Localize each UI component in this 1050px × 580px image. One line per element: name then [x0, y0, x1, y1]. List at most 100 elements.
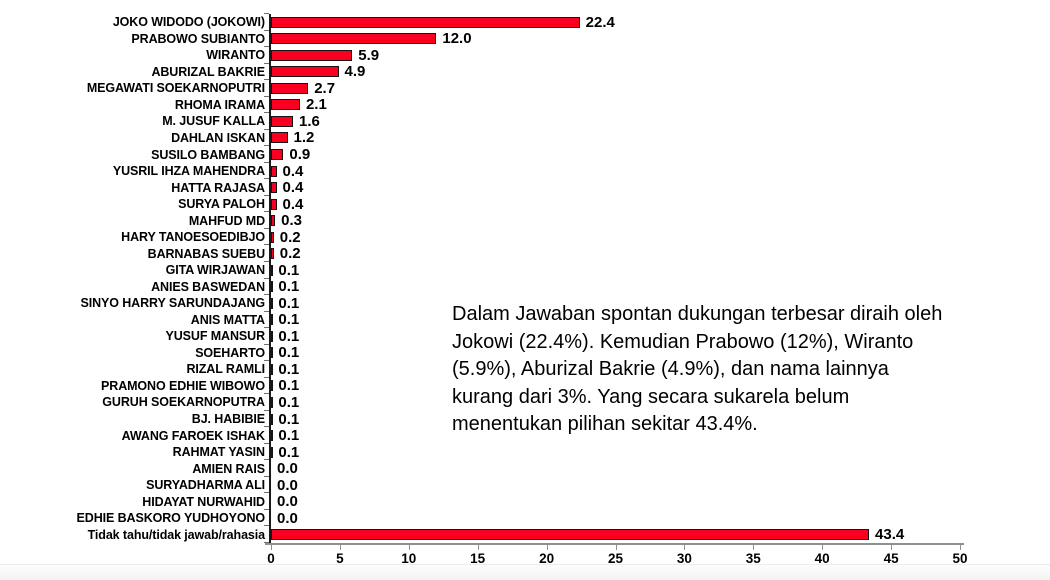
category-label: WIRANTO — [206, 48, 265, 63]
category-label: MEGAWATI SOEKARNOPUTRI — [86, 81, 265, 96]
value-label: 0.9 — [289, 146, 311, 164]
category-label: RIZAL RAMLI — [186, 362, 265, 377]
category-label: SOEHARTO — [195, 345, 265, 360]
chart-row: 0.1 — [264, 310, 960, 329]
chart-row: 0.1 — [264, 409, 960, 428]
value-axis-tick-label: 35 — [745, 551, 761, 566]
value-axis-tick — [684, 545, 686, 550]
category-axis-tick — [264, 29, 269, 31]
bar — [271, 264, 273, 276]
value-axis-tick-label: 20 — [539, 551, 555, 566]
chart-row: 0.0 — [264, 459, 960, 477]
bar — [271, 49, 353, 61]
chart-row: 1.2 — [264, 128, 960, 147]
value-label: 43.4 — [875, 526, 905, 544]
category-label: ANIES BASWEDAN — [151, 279, 265, 294]
bar — [271, 231, 274, 243]
value-axis-tick — [339, 545, 341, 550]
bar — [271, 82, 309, 94]
value-label: 0.1 — [278, 443, 300, 461]
category-label: GURUH SOEKARNOPUTRA — [102, 395, 265, 410]
value-label: 12.0 — [442, 30, 472, 48]
chart-row: 0.2 — [264, 244, 960, 262]
value-axis-tick — [546, 545, 548, 550]
category-axis-tick — [264, 327, 269, 329]
category-axis-tick — [264, 525, 269, 527]
value-label: 0.1 — [278, 410, 300, 428]
bar — [271, 363, 273, 375]
value-label: 2.7 — [314, 79, 336, 97]
value-axis-tick — [477, 545, 479, 550]
chart-row: 0.4 — [264, 194, 960, 213]
category-label: YUSRIL IHZA MAHENDRA — [112, 164, 265, 179]
category-axis-tick — [264, 542, 269, 543]
category-label: HATTA RAJASA — [171, 180, 265, 195]
category-label: AWANG FAROEK ISHAK — [121, 428, 265, 443]
category-axis-tick — [264, 360, 269, 362]
value-label: 1.6 — [299, 112, 320, 130]
category-label: SUSILO BAMBANG — [151, 147, 265, 162]
category-label: ANIS MATTA — [190, 312, 265, 327]
bar — [271, 380, 273, 392]
chart-row: 0.2 — [264, 227, 960, 246]
category-label: BJ. HABIBIE — [191, 412, 265, 427]
category-label: SURYA PALOH — [178, 197, 265, 212]
bar — [271, 446, 273, 458]
value-axis-tick — [891, 545, 893, 550]
category-axis-tick — [264, 128, 269, 130]
category-label: SINYO HARRY SARUNDAJANG — [80, 296, 265, 311]
category-axis-tick — [264, 294, 269, 296]
category-axis-tick — [264, 244, 269, 246]
value-label: 0.4 — [282, 179, 304, 197]
bar — [271, 99, 300, 111]
value-axis-tick-label: 10 — [401, 551, 417, 566]
category-axis-tick — [264, 426, 269, 428]
bar — [271, 430, 273, 442]
value-axis-tick — [960, 545, 961, 550]
chart-row: 0.9 — [264, 145, 960, 164]
bar — [271, 281, 273, 293]
chart-row: 2.1 — [264, 95, 960, 114]
chart-row: 1.6 — [264, 112, 960, 130]
chart-row: 0.1 — [264, 343, 960, 362]
category-axis-tick — [264, 277, 269, 279]
value-label: 0.1 — [278, 344, 300, 362]
category-axis-tick — [264, 211, 269, 213]
value-label: 0.1 — [278, 377, 300, 395]
value-axis-tick — [753, 545, 755, 550]
chart-row: 0.1 — [264, 294, 960, 312]
value-label: 0.2 — [279, 228, 301, 246]
value-label: 1.2 — [293, 129, 315, 147]
category-label: Tidak tahu/tidak jawab/rahasia — [87, 527, 265, 542]
bar — [271, 16, 580, 28]
chart-row: 22.4 — [264, 13, 960, 31]
value-label: 0.1 — [278, 393, 300, 411]
category-axis-tick — [264, 227, 269, 229]
value-axis-tick-label: 40 — [814, 551, 830, 566]
value-label: 0.0 — [277, 509, 298, 527]
bar — [271, 33, 437, 45]
chart-row: 0.0 — [264, 475, 960, 494]
category-axis-tick — [264, 178, 269, 180]
bar — [271, 149, 284, 161]
value-axis-line — [265, 543, 964, 545]
category-label: RAHMAT YASIN — [172, 445, 265, 460]
value-axis: 0 5 10 15 20 25 30 35 40 45 50 — [0, 543, 1050, 580]
bar — [271, 66, 339, 78]
category-label: HARY TANOESOEDIBJO — [121, 230, 265, 245]
category-axis-tick — [264, 13, 269, 14]
chart-row: 0.3 — [264, 211, 960, 229]
category-axis-tick — [264, 145, 269, 147]
category-axis-tick — [264, 62, 269, 64]
value-label: 22.4 — [585, 13, 615, 31]
category-label: RHOMA IRAMA — [174, 97, 265, 112]
chart-row: 4.9 — [264, 62, 960, 81]
category-axis-line — [269, 14, 271, 543]
bar — [271, 182, 277, 194]
value-label: 0.1 — [278, 261, 300, 279]
category-axis-labels: JOKO WIDODO (JOKOWI) PRABOWO SUBIANTO WIRA… — [0, 14, 266, 543]
category-label: DAHLAN ISKAN — [171, 130, 265, 145]
value-label: 0.1 — [278, 294, 300, 312]
category-axis-tick — [264, 343, 269, 345]
